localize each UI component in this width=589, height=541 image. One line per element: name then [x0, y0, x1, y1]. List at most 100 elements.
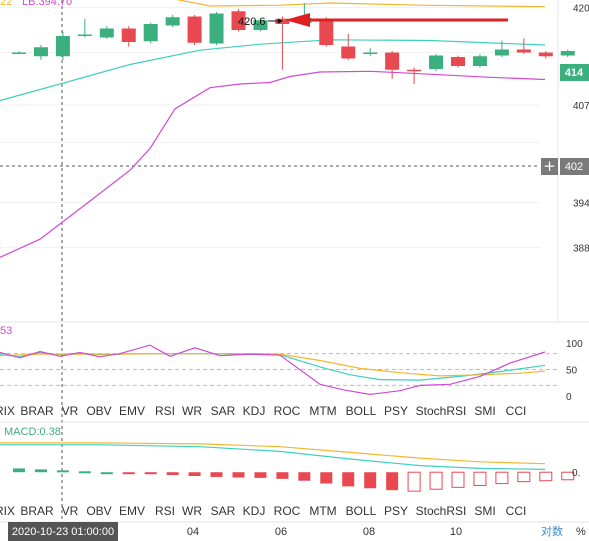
candle[interactable] — [187, 15, 202, 45]
candle[interactable] — [538, 51, 553, 59]
upper-band-line — [176, 0, 546, 8]
indicator-tab-boll[interactable]: BOLL — [346, 504, 377, 518]
time-tick-label: 10 — [450, 526, 462, 538]
indicator-tab-sar[interactable]: SAR — [211, 404, 236, 418]
candle[interactable] — [516, 38, 531, 54]
candle[interactable] — [231, 9, 246, 32]
indicator-tab-smi[interactable]: SMI — [474, 504, 495, 518]
candle[interactable] — [341, 33, 356, 60]
crosshair-time-label: 2020-10-23 01:00:00 — [12, 526, 114, 538]
indicator-tab-brar[interactable]: BRAR — [20, 504, 54, 518]
indicator-tab-smi[interactable]: SMI — [474, 404, 495, 418]
indicator-tab-rix[interactable]: RIX — [0, 404, 15, 418]
candle[interactable] — [385, 51, 400, 79]
indicator-tab-rsi[interactable]: RSI — [155, 404, 175, 418]
bb-header: 22 LB:394.70 — [0, 0, 72, 8]
macd-bar — [386, 472, 399, 491]
indicator-tab-mtm[interactable]: MTM — [309, 404, 336, 418]
candle-body — [209, 13, 224, 44]
indicator-tab-brar[interactable]: BRAR — [20, 404, 54, 418]
indicator-tab-obv[interactable]: OBV — [86, 504, 111, 518]
indicator-tab-rix[interactable]: RIX — [0, 504, 15, 518]
indicator-tab-cci[interactable]: CCI — [506, 504, 527, 518]
macd-bar — [298, 472, 311, 481]
candle-body — [121, 28, 136, 42]
macd-bar — [210, 472, 223, 477]
candle-body — [55, 36, 70, 57]
bb-lower-label: LB:394.70 — [22, 0, 72, 8]
indicator-tab-emv[interactable]: EMV — [119, 504, 145, 518]
candle[interactable] — [55, 31, 70, 61]
candle[interactable] — [253, 18, 268, 32]
macd-bar — [517, 471, 531, 483]
indicator-tab-psy[interactable]: PSY — [384, 504, 408, 518]
macd-bar — [451, 471, 465, 488]
plus-button-bg[interactable] — [541, 158, 558, 175]
candle-body — [407, 69, 422, 72]
candle[interactable] — [143, 22, 158, 44]
indicator-tab-boll[interactable]: BOLL — [346, 404, 377, 418]
indicator-tab-wr[interactable]: WR — [182, 504, 202, 518]
indicator-tab-obv[interactable]: OBV — [86, 404, 111, 418]
price-tick-label: 407 — [573, 101, 589, 112]
candle[interactable] — [560, 49, 575, 58]
candle[interactable] — [209, 12, 224, 45]
macd-bar — [13, 468, 25, 473]
indicator-tab-cci[interactable]: CCI — [506, 404, 527, 418]
candle[interactable] — [275, 16, 290, 70]
candle[interactable] — [429, 54, 444, 72]
last-price-bg — [560, 64, 589, 81]
candle[interactable] — [12, 51, 26, 54]
macd-bar — [144, 472, 157, 475]
indicator-tab-sar[interactable]: SAR — [211, 504, 236, 518]
indicator-tab-kdj[interactable]: KDJ — [243, 404, 266, 418]
indicator-tab-mtm[interactable]: MTM — [309, 504, 336, 518]
candle[interactable] — [363, 48, 378, 57]
candle-body — [143, 24, 158, 42]
candle[interactable] — [451, 55, 465, 68]
kdj-tick-label: 100 — [566, 339, 583, 350]
indicator-tab-vr[interactable]: VR — [62, 504, 79, 518]
indicator-tab-vr[interactable]: VR — [62, 404, 79, 418]
candle[interactable] — [472, 54, 487, 68]
indicator-tab-stochrsi[interactable]: StochRSI — [416, 504, 467, 518]
macd-bar — [473, 471, 487, 486]
time-tick-label: 08 — [363, 526, 375, 538]
indicator-tab-stochrsi[interactable]: StochRSI — [416, 404, 467, 418]
price-marker-label: 402 — [565, 161, 583, 173]
candle[interactable] — [121, 26, 136, 47]
indicator-tab-roc[interactable]: ROC — [274, 504, 301, 518]
candle-body — [363, 52, 378, 54]
macd-bar — [78, 471, 91, 474]
macd-bar — [188, 472, 201, 476]
log-scale-button[interactable]: 对数 — [541, 524, 563, 538]
high-value-label: 420.6 — [238, 16, 266, 28]
candle[interactable] — [407, 67, 422, 85]
high-pointer-head — [278, 18, 283, 24]
candle[interactable] — [77, 18, 92, 38]
indicator-tab-roc[interactable]: ROC — [274, 404, 301, 418]
annotation-arrowhead — [285, 13, 310, 27]
macd-tick-label: 0. — [572, 468, 580, 479]
candle[interactable] — [33, 45, 48, 60]
macd-bar — [561, 471, 575, 481]
indicator-tabs-top[interactable]: RIX BRAR VR OBV EMV RSI WR SAR KDJ ROC MTM BOLL PSY S… — [0, 404, 526, 418]
percent-scale-button[interactable]: % — [576, 526, 586, 538]
candle[interactable] — [99, 26, 114, 39]
candle[interactable] — [165, 15, 180, 27]
price-tick-label: 388 — [573, 244, 589, 255]
plus-icon[interactable]: + — [543, 157, 556, 175]
indicator-tab-wr[interactable]: WR — [182, 404, 202, 418]
candle[interactable] — [319, 17, 334, 47]
indicator-tab-rsi[interactable]: RSI — [155, 504, 175, 518]
indicator-tabs-bottom[interactable]: RIX BRAR VR OBV EMV RSI WR SAR KDJ ROC MTM BOLL PSY S… — [0, 504, 526, 518]
indicator-tab-psy[interactable]: PSY — [384, 404, 408, 418]
price-marker[interactable]: + 402 — [541, 157, 589, 175]
macd-bar — [495, 471, 509, 485]
indicator-tab-emv[interactable]: EMV — [119, 404, 145, 418]
indicator-tab-kdj[interactable]: KDJ — [243, 504, 266, 518]
macd-dea-line — [0, 442, 546, 465]
candle[interactable] — [494, 40, 509, 58]
macd-bar — [166, 472, 179, 476]
